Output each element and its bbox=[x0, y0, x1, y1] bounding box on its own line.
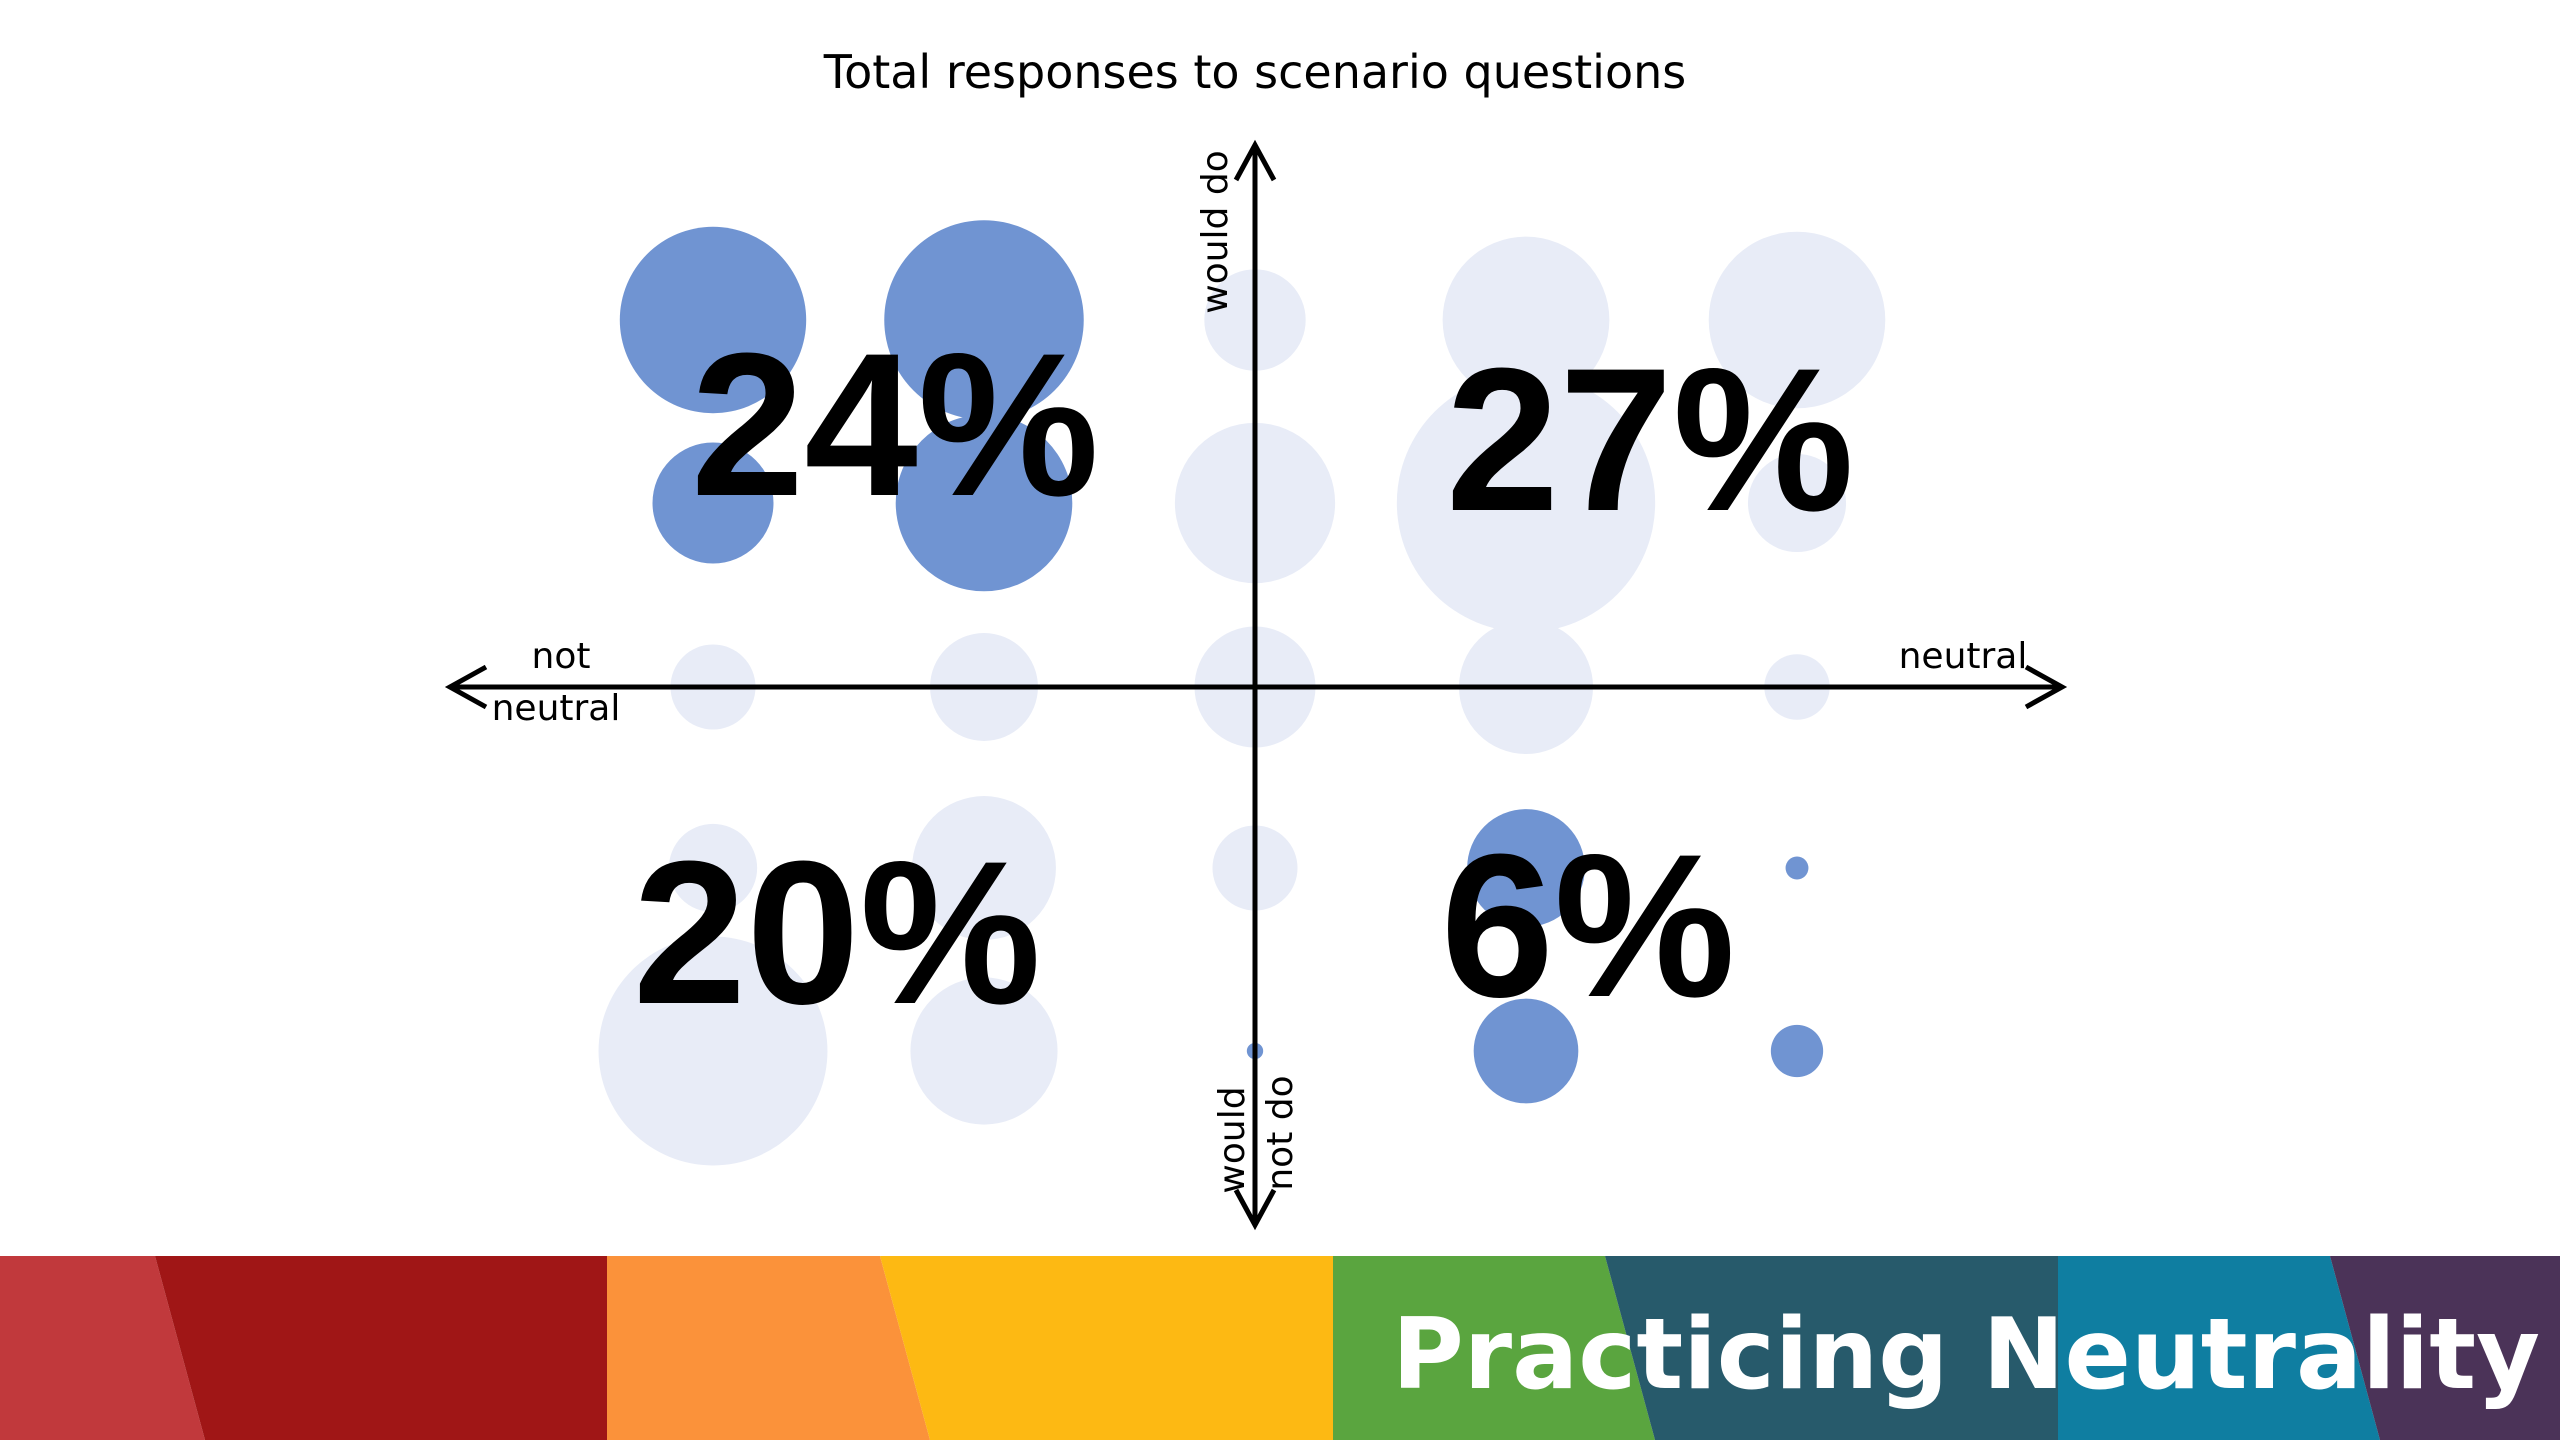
bubble-point bbox=[652, 442, 774, 564]
bubble-point bbox=[884, 220, 1084, 420]
banner-title: Practicing Neutrality bbox=[1392, 1298, 2540, 1412]
x-axis-left-label-line1: not bbox=[532, 636, 591, 677]
quadrant-label-top-left: 24% bbox=[691, 311, 1099, 539]
bubble-point bbox=[1747, 453, 1847, 553]
bubble-point bbox=[619, 226, 807, 414]
rainbow-banner: Practicing Neutrality bbox=[0, 1256, 2560, 1440]
y-axis-bottom-label-line1: would bbox=[1212, 1086, 1253, 1193]
bubble-point bbox=[1442, 236, 1610, 404]
y-axis-bottom-arrow bbox=[1233, 1188, 1277, 1231]
bubble-point bbox=[912, 796, 1056, 940]
bubble-point bbox=[598, 936, 828, 1166]
x-axis-left-arrow bbox=[444, 664, 488, 710]
bubble-point bbox=[910, 977, 1058, 1125]
quadrant-label-top-right: 27% bbox=[1446, 326, 1854, 554]
banner-stripes bbox=[0, 1256, 2560, 1440]
y-axis-top-label: would do bbox=[1195, 150, 1236, 313]
x-axis-right-arrow bbox=[2024, 664, 2068, 710]
banner-stripe bbox=[1605, 1256, 2058, 1440]
quadrant-label-bottom-right: 6% bbox=[1441, 812, 1736, 1040]
banner-stripe bbox=[0, 1256, 205, 1440]
bubble-point bbox=[1467, 809, 1585, 927]
axes bbox=[444, 139, 2068, 1231]
bubble-point bbox=[895, 414, 1073, 592]
y-axis-top-arrow bbox=[1233, 139, 1277, 182]
bubble-point bbox=[1396, 373, 1656, 633]
bubble-point bbox=[1708, 231, 1886, 409]
x-axis-right-label: neutral bbox=[1899, 636, 2028, 677]
banner-stripe bbox=[607, 1256, 930, 1440]
bubble-point bbox=[1473, 998, 1579, 1104]
quadrant-label-bottom-left: 20% bbox=[633, 819, 1041, 1047]
banner-stripe bbox=[2058, 1256, 2380, 1440]
y-axis-bottom-label-line2: not do bbox=[1260, 1075, 1301, 1190]
x-axis-left-label-line2: neutral bbox=[492, 688, 621, 729]
bubble-point bbox=[668, 823, 758, 913]
banner-stripe bbox=[880, 1256, 1333, 1440]
banner-stripe bbox=[2330, 1256, 2560, 1440]
bubble-point bbox=[1770, 1024, 1824, 1078]
quadrant-bubble-chart: Total responses to scenario questions no… bbox=[444, 45, 2068, 1231]
banner-stripe bbox=[1333, 1256, 1655, 1440]
banner-stripe bbox=[155, 1256, 607, 1440]
bubble-point bbox=[1785, 856, 1809, 880]
chart-title: Total responses to scenario questions bbox=[823, 45, 1686, 99]
